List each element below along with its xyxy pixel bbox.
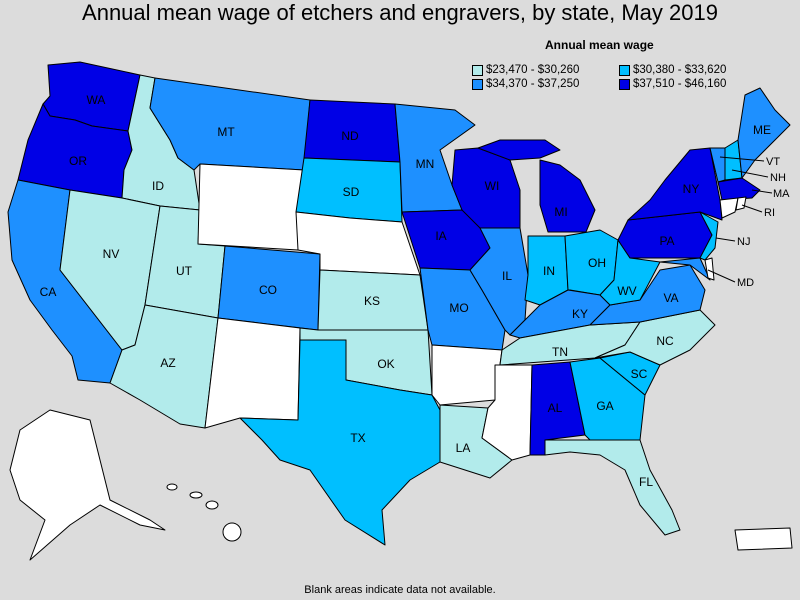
label-ND: ND xyxy=(341,129,359,143)
label-IN: IN xyxy=(543,264,555,278)
label-TN: TN xyxy=(552,345,568,359)
state-FL[interactable] xyxy=(544,439,681,536)
territory-PR[interactable] xyxy=(734,527,793,551)
state-TX[interactable] xyxy=(239,339,441,546)
state-DE[interactable] xyxy=(704,257,715,281)
label-ME: ME xyxy=(753,123,771,137)
legend-label-1: $23,470 - $30,260 xyxy=(486,64,580,76)
label-WI: WI xyxy=(485,179,500,193)
state-MI[interactable] xyxy=(539,159,596,233)
legend-label-4: $37,510 - $46,160 xyxy=(633,78,727,90)
label-ID: ID xyxy=(152,179,164,193)
label-MI: MI xyxy=(554,205,567,219)
label-WV: WV xyxy=(617,284,636,298)
legend-swatch-3 xyxy=(472,78,483,90)
state-RI[interactable] xyxy=(735,196,747,211)
label-NV: NV xyxy=(103,247,120,261)
label-MO: MO xyxy=(449,301,468,315)
label-KY: KY xyxy=(572,307,588,321)
label-VT: VT xyxy=(766,156,780,168)
state-MI-UP[interactable] xyxy=(477,139,561,161)
label-IL: IL xyxy=(502,269,512,283)
label-CO: CO xyxy=(259,283,277,297)
state-MA[interactable] xyxy=(717,177,761,201)
state-MD[interactable] xyxy=(659,257,711,281)
state-NY[interactable] xyxy=(627,147,723,221)
state-NC[interactable] xyxy=(594,309,716,366)
label-NH: NH xyxy=(770,172,786,184)
label-RI: RI xyxy=(764,207,775,219)
state-HI[interactable] xyxy=(166,483,242,542)
legend-swatch-1 xyxy=(472,64,483,76)
legend-item-1: $23,470 - $30,260 xyxy=(472,64,579,76)
legend-item-3: $34,370 - $37,250 xyxy=(472,78,579,90)
label-SD: SD xyxy=(343,185,360,199)
label-VA: VA xyxy=(663,291,678,305)
footnote: Blank areas indicate data not available. xyxy=(304,584,496,596)
state-CT[interactable] xyxy=(719,197,739,219)
label-MT: MT xyxy=(217,125,235,139)
label-IA: IA xyxy=(435,229,446,243)
legend-item-4: $37,510 - $46,160 xyxy=(619,78,726,90)
legend-swatch-4 xyxy=(619,78,630,90)
legend-label-3: $34,370 - $37,250 xyxy=(486,78,580,90)
state-NM[interactable] xyxy=(204,317,301,429)
leader-lines xyxy=(707,156,773,283)
label-FL: FL xyxy=(639,475,653,489)
legend-title: Annual mean wage xyxy=(545,38,654,52)
label-SC: SC xyxy=(631,367,648,381)
label-OK: OK xyxy=(377,357,394,371)
label-GA: GA xyxy=(596,399,613,413)
label-OH: OH xyxy=(588,256,606,270)
label-AL: AL xyxy=(548,401,563,415)
label-MD: MD xyxy=(737,277,754,289)
label-NC: NC xyxy=(656,334,674,348)
state-WV[interactable] xyxy=(599,239,661,306)
label-OR: OR xyxy=(69,154,87,168)
state-AK[interactable] xyxy=(9,409,166,561)
label-LA: LA xyxy=(456,441,471,455)
label-MN: MN xyxy=(416,157,435,171)
label-AZ: AZ xyxy=(160,356,175,370)
label-UT: UT xyxy=(176,264,193,278)
map-title: Annual mean wage of etchers and engraver… xyxy=(82,0,718,25)
label-NY: NY xyxy=(683,182,700,196)
label-NJ: NJ xyxy=(737,236,750,248)
legend-swatch-2 xyxy=(619,64,630,76)
label-KS: KS xyxy=(364,294,380,308)
label-TX: TX xyxy=(350,431,365,445)
legend-item-2: $30,380 - $33,620 xyxy=(619,64,726,76)
state-AR[interactable] xyxy=(431,344,503,406)
label-WA: WA xyxy=(87,93,106,107)
label-CA: CA xyxy=(40,285,57,299)
state-IL[interactable] xyxy=(469,227,529,336)
state-ME[interactable] xyxy=(737,87,791,179)
state-WY[interactable] xyxy=(197,163,305,251)
label-PA: PA xyxy=(659,234,674,248)
legend-label-2: $30,380 - $33,620 xyxy=(633,64,727,76)
label-MA: MA xyxy=(773,188,790,200)
